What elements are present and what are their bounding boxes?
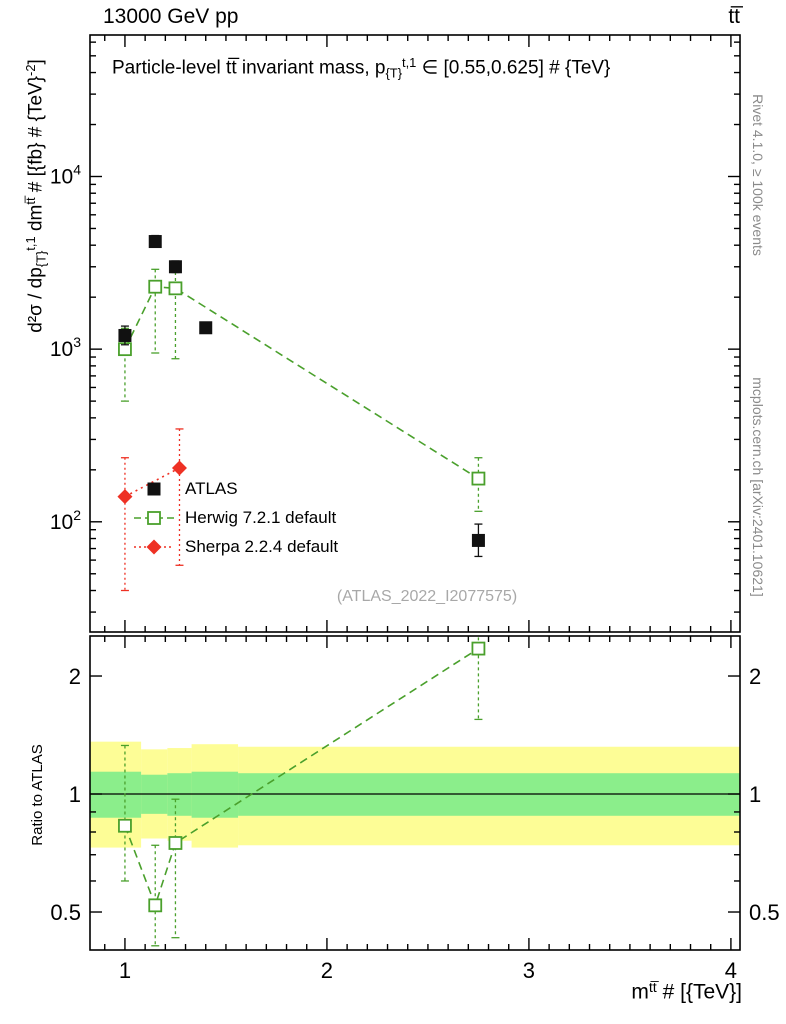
- ylabel-fragment: ]: [25, 59, 47, 65]
- svg-text:0.5: 0.5: [50, 900, 81, 925]
- analysis-id-watermark: (ATLAS_2022_I2077575): [336, 588, 518, 605]
- ylabel-fragment: dm: [25, 204, 47, 237]
- x-axis-label: mtt̅ # [{TeV}]: [442, 980, 742, 1005]
- axes-and-ticks: 102 103 104 0.5 0.5 1 1 2 2 1 2 3 4: [50, 34, 780, 983]
- rivet-version-note: Rivet 4.1.0, ≥ 100k events: [750, 94, 766, 256]
- legend-item-label: Herwig 7.2.1 default: [185, 507, 337, 527]
- ylabel-fragment: # [{fb} # {TeV}: [25, 75, 47, 198]
- title-fragment-sup: t,1: [402, 55, 417, 70]
- ylabel-fragment-sup: t,1: [23, 236, 38, 251]
- filled-diamond-legend-marker: [134, 539, 174, 554]
- plot-title: Particle-level tt̅ invariant mass, p{T}t…: [112, 55, 610, 80]
- svg-text:2: 2: [69, 664, 81, 689]
- open-square-legend-marker: [134, 510, 174, 525]
- svg-text:1: 1: [119, 958, 131, 983]
- legend-item: ATLAS: [132, 474, 338, 503]
- svg-text:4: 4: [725, 958, 737, 983]
- collision-energy-label: 13000 GeV pp: [103, 5, 239, 28]
- svg-text:0.5: 0.5: [749, 900, 780, 925]
- ratio-uncertainty-bands: [90, 741, 740, 848]
- ylabel-fragment: d²σ / dp: [25, 267, 47, 333]
- xlabel-fragment: m: [631, 980, 649, 1004]
- legend: ATLAS Herwig 7.2.1 default Sherpa 2.2.4 de…: [132, 474, 338, 561]
- svg-text:102: 102: [50, 507, 81, 534]
- ylabel-fragment-sub: {T}: [33, 250, 49, 268]
- ratio-panel-data: [90, 636, 740, 947]
- legend-item: Sherpa 2.2.4 default: [132, 532, 338, 561]
- legend-item-label: ATLAS: [185, 478, 238, 498]
- svg-text:103: 103: [50, 334, 81, 361]
- title-fragment-sub: {T}: [385, 65, 403, 81]
- svg-text:1: 1: [749, 782, 761, 807]
- svg-text:1: 1: [69, 782, 81, 807]
- xlabel-fragment: # [{TeV}]: [656, 980, 742, 1004]
- xlabel-fragment-sup: tt̅: [648, 980, 657, 996]
- mcplots-attribution: mcplots.cern.ch [arXiv:2401.10621]: [750, 377, 766, 597]
- ratio-y-axis-label: Ratio to ATLAS: [29, 744, 46, 846]
- main-y-axis-label: d²σ / dp{T}t,1 dmtt̅ # [{fb} # {TeV}-2]: [23, 0, 49, 416]
- svg-text:2: 2: [321, 958, 333, 983]
- process-label: tt̅: [728, 5, 740, 28]
- svg-text:3: 3: [523, 958, 535, 983]
- title-fragment: ∈ [0.55,0.625] # {TeV}: [416, 57, 611, 79]
- ylabel-fragment-sup: -2: [23, 64, 38, 76]
- ylabel-fragment-sup: tt̅: [23, 197, 38, 205]
- svg-text:104: 104: [50, 161, 81, 188]
- filled-square-legend-marker: [147, 482, 161, 495]
- title-fragment: Particle-level tt̅ invariant mass, p: [112, 57, 386, 79]
- svg-text:2: 2: [749, 664, 761, 689]
- legend-item-label: Sherpa 2.2.4 default: [185, 536, 339, 556]
- legend-item: Herwig 7.2.1 default: [132, 503, 338, 532]
